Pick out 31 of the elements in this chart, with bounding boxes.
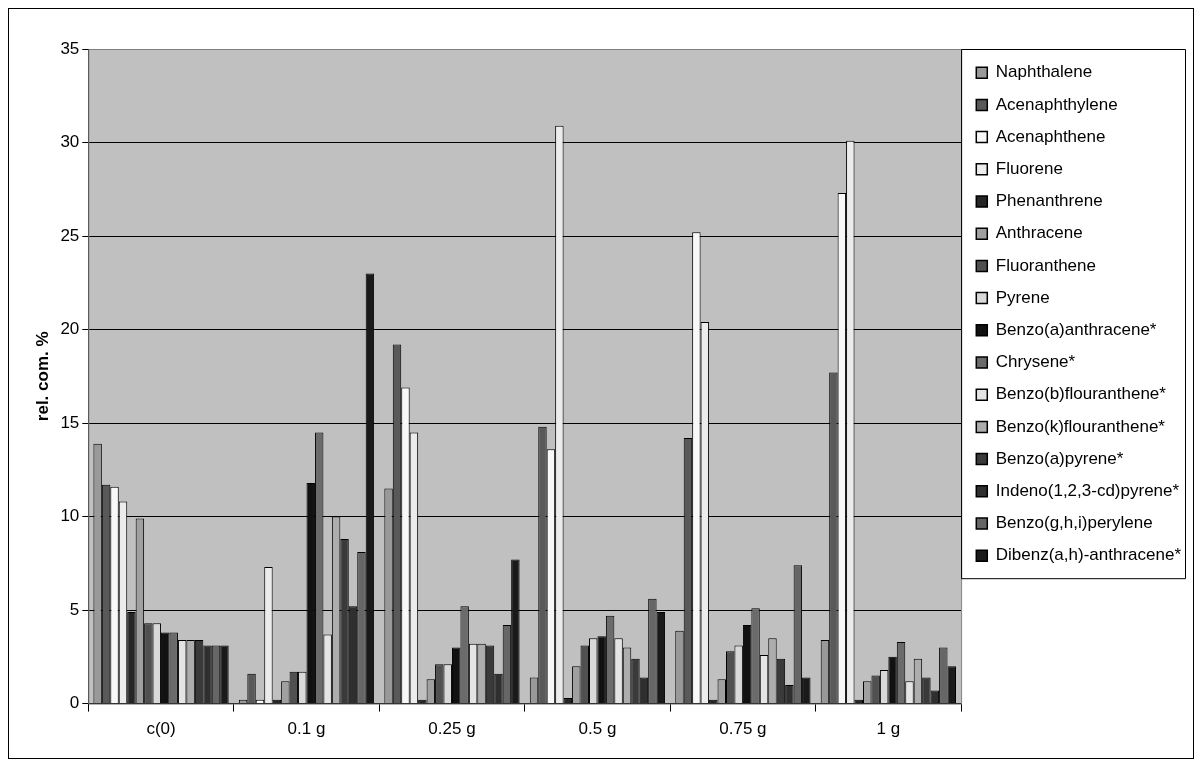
legend-label: Pyrene	[995, 287, 1050, 307]
legend-label: Benzo(k)flouranthene*	[995, 416, 1166, 436]
y-tick-label: 25	[60, 225, 80, 245]
legend-label: Dibenz(a,h)-anthracene*	[995, 545, 1182, 565]
legend-label: Benzo(b)flouranthene*	[995, 384, 1167, 404]
legend-label: Acenaphthene	[995, 126, 1106, 146]
y-tick-label: 35	[60, 38, 80, 58]
y-tick-label: 5	[69, 599, 80, 619]
y-tick-label: 20	[60, 319, 80, 339]
y-tick-label: 15	[60, 412, 80, 432]
x-tick-label: 0.5 g	[578, 719, 617, 739]
x-tick-label: 1 g	[876, 719, 901, 739]
legend-label: Benzo(g,h,i)perylene	[995, 513, 1153, 533]
legend-label: Naphthalene	[995, 62, 1093, 82]
legend-label: Phenanthrene	[995, 191, 1103, 211]
x-tick-label: 0.75 g	[719, 719, 767, 739]
legend-label: Fluorene	[995, 158, 1063, 178]
legend-label: Indeno(1,2,3-cd)pyrene*	[995, 480, 1180, 500]
y-tick-label: 30	[60, 132, 80, 152]
legend-label: Anthracene	[995, 223, 1083, 243]
y-tick-label: 0	[69, 693, 80, 713]
x-tick-label: 0.1 g	[287, 719, 326, 739]
legend-label: Acenaphthylene	[995, 94, 1118, 114]
x-tick-label: c(0)	[146, 719, 176, 739]
x-tick-label: 0.25 g	[428, 719, 476, 739]
legend-label: Fluoranthene	[995, 255, 1096, 275]
y-axis-title: rel. com. %	[32, 331, 52, 422]
legend-label: Chrysene*	[995, 352, 1076, 372]
y-tick-label: 10	[60, 506, 80, 526]
legend-label: Benzo(a)anthracene*	[995, 319, 1157, 339]
legend-label: Benzo(a)pyrene*	[995, 448, 1124, 468]
